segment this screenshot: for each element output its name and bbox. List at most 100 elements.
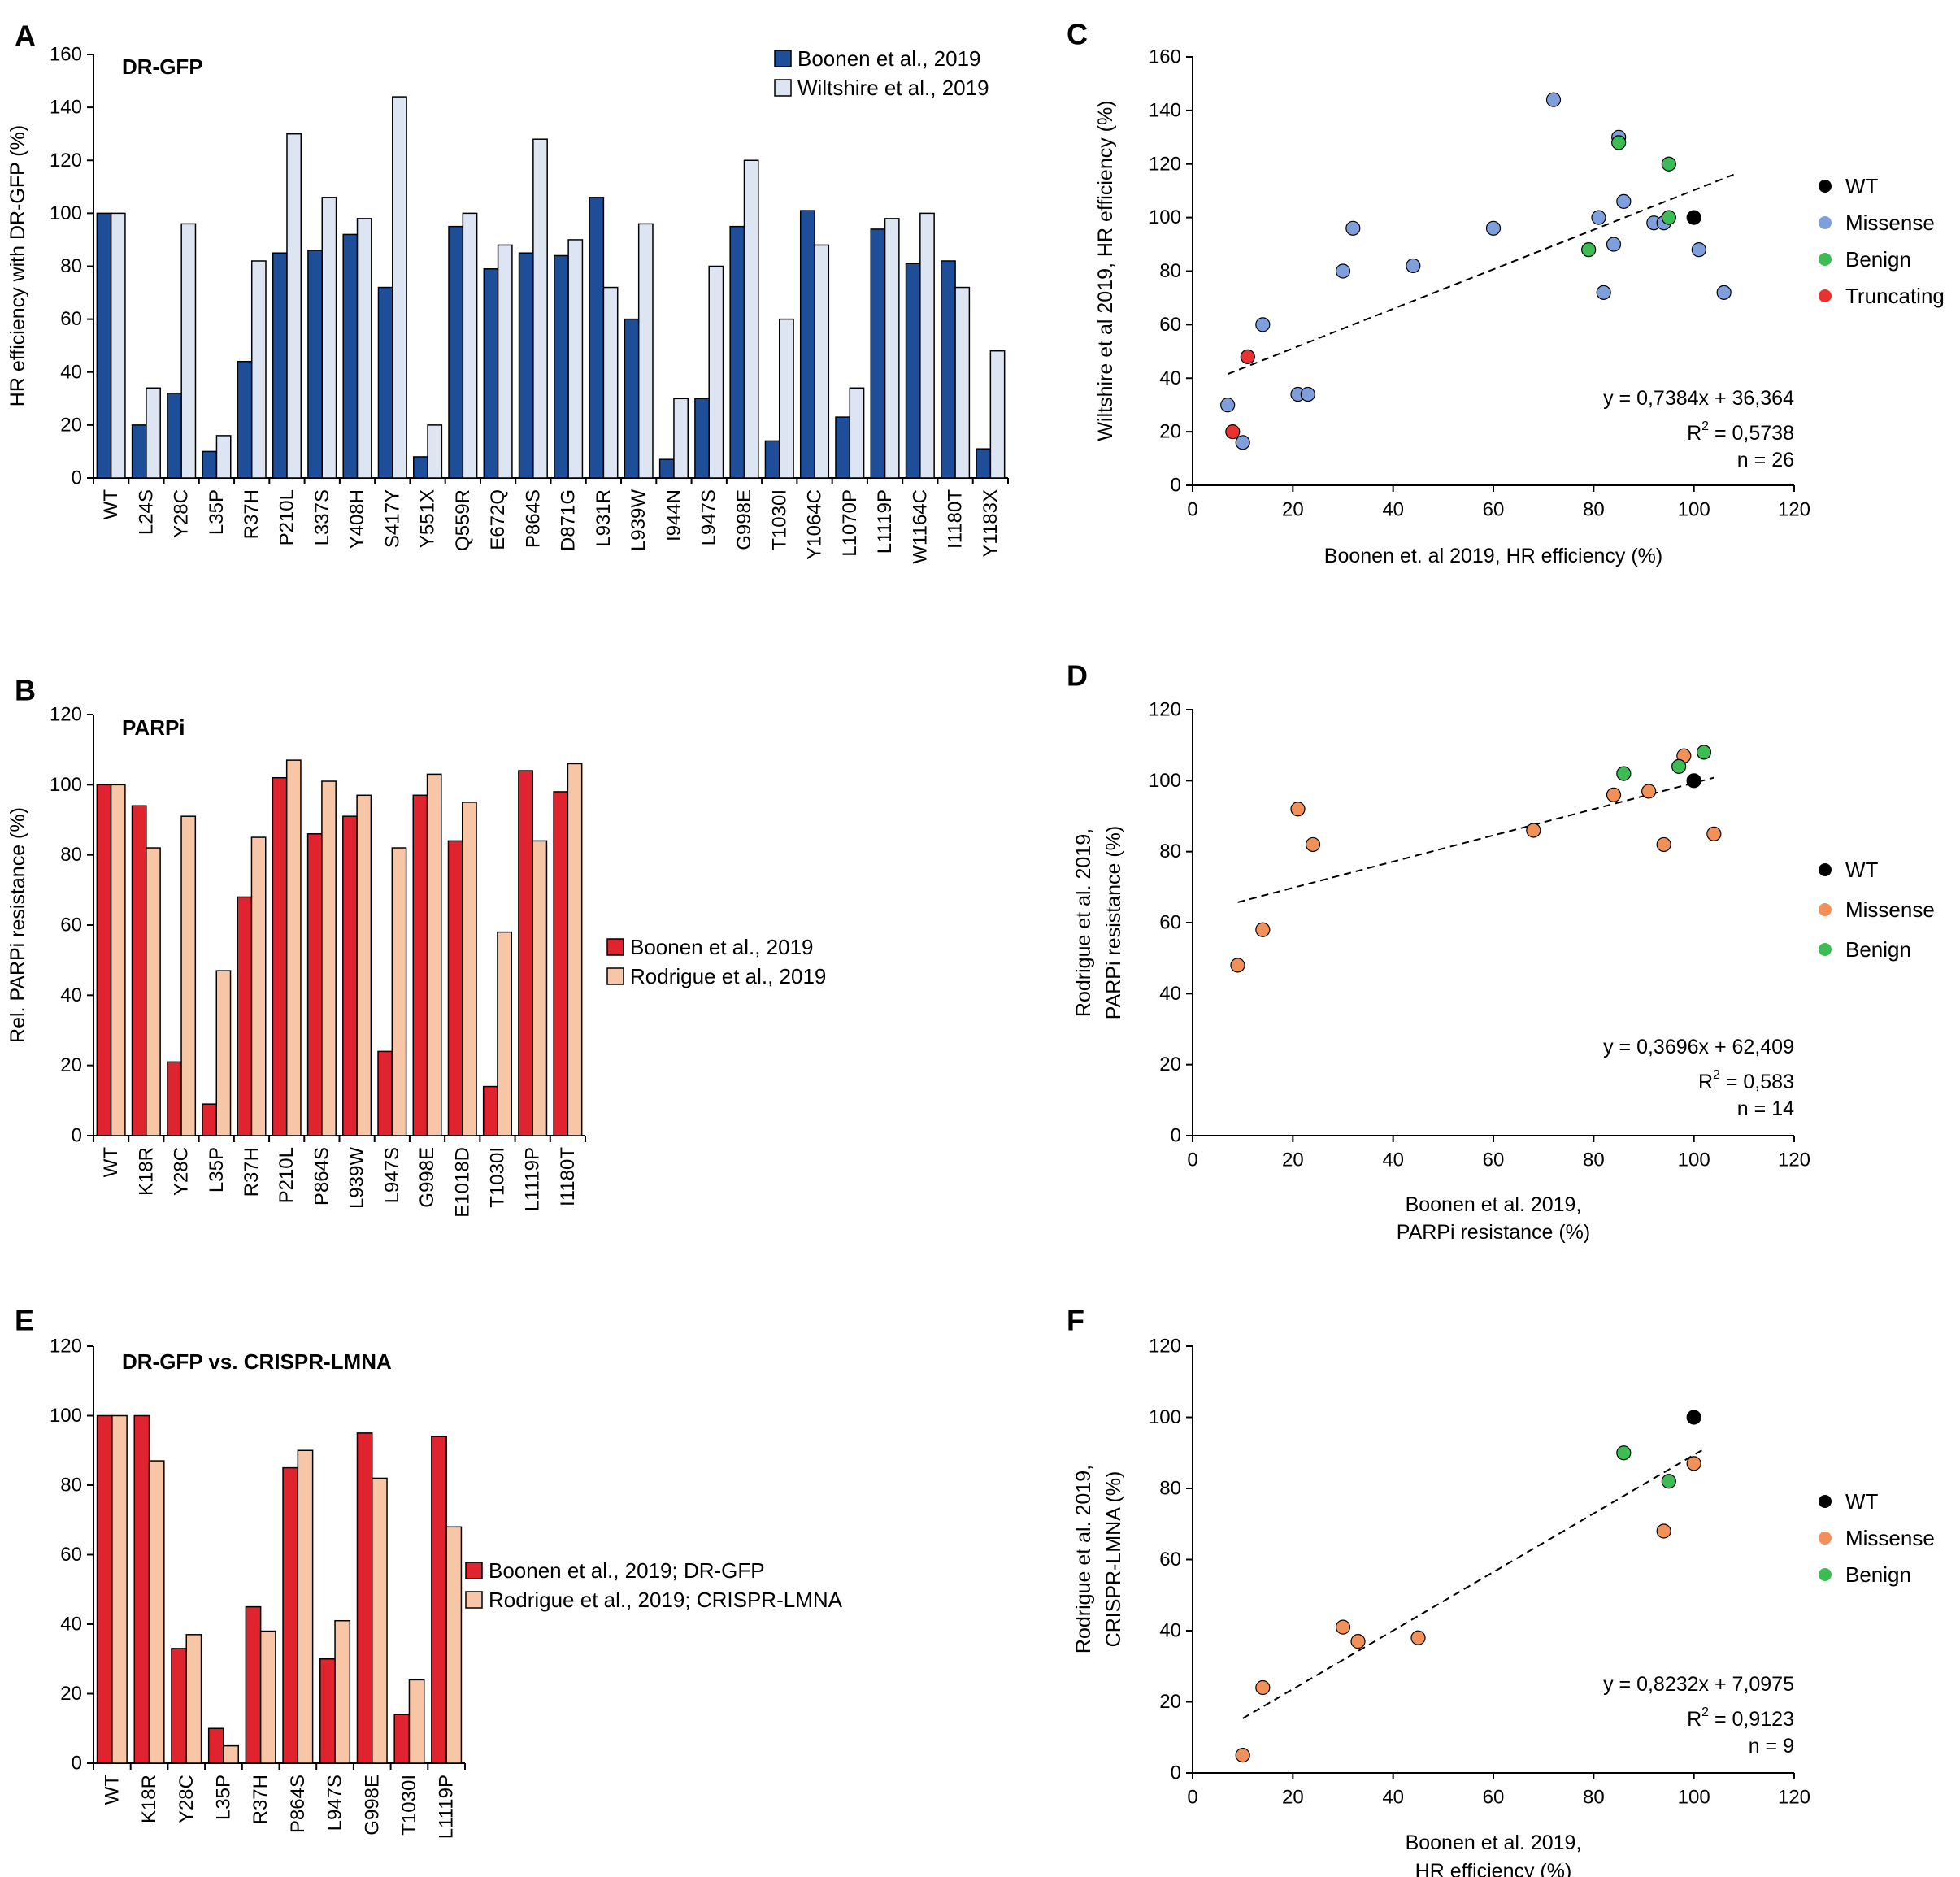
bar-a-S417Y-s1: [377, 286, 393, 479]
legend-swatch-e-2: [465, 1591, 483, 1609]
y-tick-label-a: 120: [50, 150, 82, 172]
x-tick-label-a: Y551X: [417, 489, 439, 548]
y-tick-label-b: 0: [72, 1125, 82, 1147]
bar-a-I944N-s2: [673, 398, 689, 479]
legend-label-c-4: Truncating: [1845, 284, 1945, 308]
legend-label-f-2: Missense: [1845, 1526, 1935, 1550]
x-tick-label-a: L939W: [628, 489, 650, 551]
point-c-missense-15: [1335, 263, 1351, 279]
bar-e-R37H-s2: [259, 1630, 276, 1764]
r-squared-d: R2 = 0,583: [1698, 1068, 1794, 1093]
x-tick-label-a: R37H: [241, 489, 263, 539]
point-c-benign-24: [1581, 242, 1597, 258]
point-f-missense-7: [1656, 1523, 1671, 1539]
bar-e-L35P-s2: [223, 1744, 239, 1764]
y-tick-label-c: 60: [1159, 314, 1181, 336]
legend-marker-d-1: [1819, 863, 1832, 876]
x-tick-label-a: I1180T: [945, 489, 967, 549]
bar-a-P210L-s1: [272, 252, 288, 479]
bar-a-Q559R-s2: [462, 212, 478, 479]
x-tick-label-f: 100: [1678, 1787, 1710, 1809]
regression-equation-c: y = 0,7384x + 36,364: [1603, 387, 1794, 410]
x-tick-label-a: Y1183X: [980, 489, 1002, 558]
y-tick-label-c: 80: [1159, 260, 1181, 282]
bar-a-S417Y-s2: [392, 96, 407, 479]
x-axis-label-d-1: Boonen et al. 2019,: [1406, 1193, 1582, 1216]
x-axis-label-c-1: Boonen et. al 2019, HR efficiency (%): [1324, 545, 1662, 567]
legend-swatch-b-2: [606, 967, 624, 985]
y-tick-label-d: 120: [1149, 699, 1181, 721]
x-tick-label-f: 0: [1187, 1787, 1197, 1809]
legend-label-d-2: Missense: [1845, 897, 1935, 922]
point-d-missense-9: [1656, 836, 1671, 853]
x-tick-label-f: 20: [1282, 1787, 1304, 1809]
point-d-missense-2: [1230, 958, 1245, 973]
bar-a-E672Q-s1: [483, 268, 499, 479]
bar-a-L1070P-s1: [835, 416, 851, 479]
bar-a-W1164C-s1: [905, 263, 921, 479]
bar-a-Q559R-s1: [448, 225, 464, 479]
x-axis-label-f-1: Boonen et al. 2019,: [1406, 1831, 1582, 1854]
x-tick-label-d: 80: [1583, 1149, 1605, 1171]
point-d-missense-6: [1526, 823, 1541, 838]
r-squared-f: R2 = 0,9123: [1687, 1705, 1794, 1731]
panel-label-e: E: [15, 1303, 34, 1336]
x-tick-label-c: 0: [1187, 499, 1197, 521]
legend-label-f-1: WT: [1845, 1489, 1879, 1514]
legend-marker-c-1: [1819, 180, 1832, 193]
point-d-benign-12: [1616, 766, 1632, 781]
legend-label-b-2: Rodrigue et al., 2019: [630, 964, 826, 988]
y-tick-label-e: 80: [60, 1475, 82, 1497]
point-c-missense-19: [1220, 398, 1236, 413]
bar-a-D871G-s2: [567, 239, 584, 479]
bar-a-W1164C-s2: [919, 212, 935, 479]
chart-title-e: DR-GFP vs. CRISPR-LMNA: [122, 1349, 392, 1374]
bar-a-L947S-s2: [708, 265, 724, 479]
x-tick-label-f: 60: [1483, 1787, 1505, 1809]
legend-swatch-e-1: [465, 1562, 483, 1579]
bar-b-P864S-s2: [321, 780, 337, 1136]
point-c-missense-14: [1406, 258, 1421, 274]
point-f-missense-5: [1350, 1634, 1366, 1649]
bar-a-I944N-s1: [658, 458, 675, 479]
legend-marker-f-1: [1819, 1495, 1832, 1508]
panel-d-scatter-chart: D 0 20 40 60 80 100 120 0 20 40 60 80 100 120 Boonen et…: [1067, 658, 1935, 1244]
bar-a-Y28C-s2: [180, 223, 197, 479]
point-c-missense-20: [1235, 435, 1250, 450]
bar-b-P210L-s1: [272, 776, 288, 1136]
x-tick-label-a: Y1064C: [804, 489, 826, 560]
bar-b-Y28C-s1: [167, 1061, 182, 1136]
point-f-missense-3: [1255, 1679, 1271, 1696]
bar-b-L1119P-s1: [518, 770, 533, 1136]
point-d-missense-11: [1706, 826, 1722, 841]
bar-a-L939W-s2: [637, 223, 654, 479]
legend-label-e-2: Rodrigue et al., 2019; CRISPR-LMNA: [489, 1588, 843, 1612]
x-tick-label-f: 80: [1583, 1787, 1605, 1809]
point-c-benign-23: [1661, 210, 1676, 225]
legend-marker-d-2: [1819, 903, 1832, 916]
bar-b-R37H-s2: [250, 836, 267, 1136]
point-c-missense-12: [1485, 220, 1502, 236]
bar-a-L947S-s1: [694, 398, 710, 479]
x-tick-label-b: L35P: [206, 1147, 228, 1193]
sample-size-d: n = 14: [1737, 1097, 1794, 1120]
x-tick-label-a: L1119P: [874, 489, 896, 554]
x-tick-label-c: 120: [1778, 499, 1810, 521]
bar-a-WT-s1: [96, 212, 112, 479]
y-tick-label-f: 120: [1149, 1336, 1181, 1358]
y-tick-label-d: 40: [1159, 983, 1181, 1005]
bar-e-R37H-s1: [245, 1605, 262, 1764]
point-f-benign-10: [1661, 1474, 1676, 1489]
point-c-missense-11: [1716, 285, 1732, 300]
legend-label-c-3: Benign: [1845, 247, 1911, 272]
legend-marker-f-3: [1819, 1568, 1832, 1581]
y-tick-label-c: 0: [1171, 475, 1181, 497]
x-tick-label-f: 120: [1778, 1787, 1810, 1809]
point-c-truncating-26: [1225, 424, 1241, 440]
y-tick-label-c: 20: [1159, 421, 1181, 443]
y-axis-label-f-1: Rodrigue et al. 2019,: [1072, 1465, 1095, 1653]
y-tick-label-e: 60: [60, 1544, 82, 1566]
bar-a-L1119P-s2: [884, 218, 900, 479]
bar-e-Y28C-s2: [185, 1634, 202, 1764]
legend-label-e-1: Boonen et al., 2019; DR-GFP: [489, 1558, 765, 1583]
